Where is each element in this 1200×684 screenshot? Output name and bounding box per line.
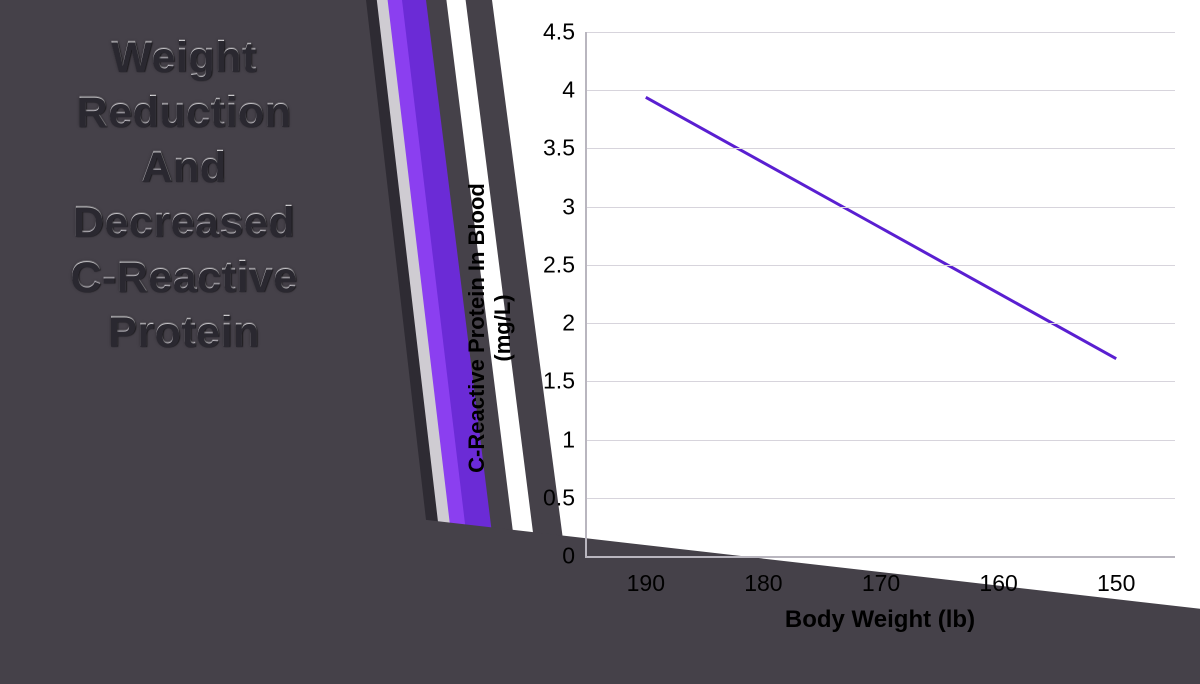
y-tick-label: 4	[562, 77, 587, 104]
y-tick-label: 0.5	[543, 484, 587, 511]
slide-title: Weight Reduction And Decreased C-Reactiv…	[24, 30, 344, 360]
title-line-4: Decreased	[24, 195, 344, 250]
y-tick-label: 2	[562, 310, 587, 337]
slide: Weight Reduction And Decreased C-Reactiv…	[0, 0, 1200, 684]
x-axis-title: Body Weight (lb)	[585, 606, 1175, 634]
title-line-6: Protein	[24, 305, 344, 360]
gridline	[587, 265, 1175, 266]
gridline	[587, 440, 1175, 441]
gridline	[587, 207, 1175, 208]
title-line-3: And	[24, 140, 344, 195]
y-tick-label: 1	[562, 426, 587, 453]
y-tick-label: 3	[562, 193, 587, 220]
y-axis-title-line1: C-Reactive Protein In Blood	[464, 183, 489, 473]
y-axis-title-line2: (mg/L)	[490, 294, 515, 361]
y-tick-label: 2.5	[543, 251, 587, 278]
y-axis-title: C-Reactive Protein In Blood (mg/L)	[464, 88, 516, 568]
y-tick-label: 1.5	[543, 368, 587, 395]
plot-area: 00.511.522.533.544.5190180170160150	[585, 32, 1175, 558]
gridline	[587, 498, 1175, 499]
title-line-2: Reduction	[24, 85, 344, 140]
title-line-1: Weight	[24, 30, 344, 85]
crp-chart: C-Reactive Protein In Blood (mg/L) 00.51…	[495, 28, 1185, 628]
x-tick-label: 150	[1097, 556, 1135, 597]
y-tick-label: 4.5	[543, 19, 587, 46]
y-tick-label: 3.5	[543, 135, 587, 162]
gridline	[587, 381, 1175, 382]
x-tick-label: 190	[627, 556, 665, 597]
x-tick-label: 180	[744, 556, 782, 597]
gridline	[587, 90, 1175, 91]
gridline	[587, 323, 1175, 324]
x-tick-label: 160	[979, 556, 1017, 597]
gridline	[587, 32, 1175, 33]
x-tick-label: 170	[862, 556, 900, 597]
y-tick-label: 0	[562, 543, 587, 570]
series-line	[587, 32, 1175, 620]
title-line-5: C-Reactive	[24, 250, 344, 305]
gridline	[587, 148, 1175, 149]
